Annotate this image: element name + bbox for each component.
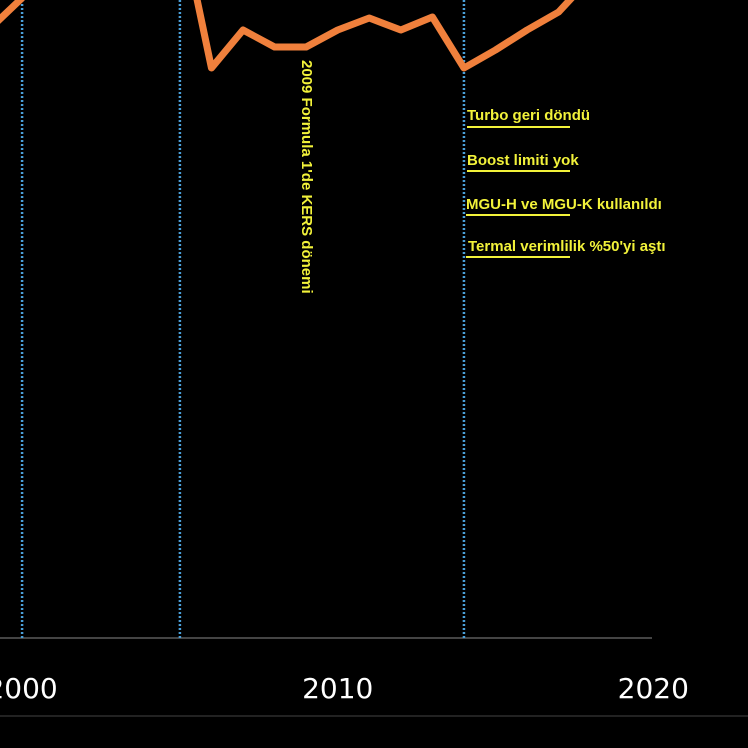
annotation: Boost limiti yok bbox=[467, 152, 579, 169]
line bbox=[0, 0, 575, 72]
annotation: Termal verimlilik %50'yi aştı bbox=[468, 238, 666, 255]
plot bbox=[0, 0, 575, 638]
x-tick-label: 2000 bbox=[0, 672, 58, 705]
annotation: MGU-H ve MGU-K kullanıldı bbox=[466, 196, 662, 213]
x-tick-label: 2020 bbox=[618, 672, 689, 705]
annotation: 2009 Formula 1'de KERS dönemi bbox=[298, 60, 315, 294]
x-tick-label: 2010 bbox=[302, 672, 373, 705]
annotation: Turbo geri döndü bbox=[467, 107, 590, 124]
